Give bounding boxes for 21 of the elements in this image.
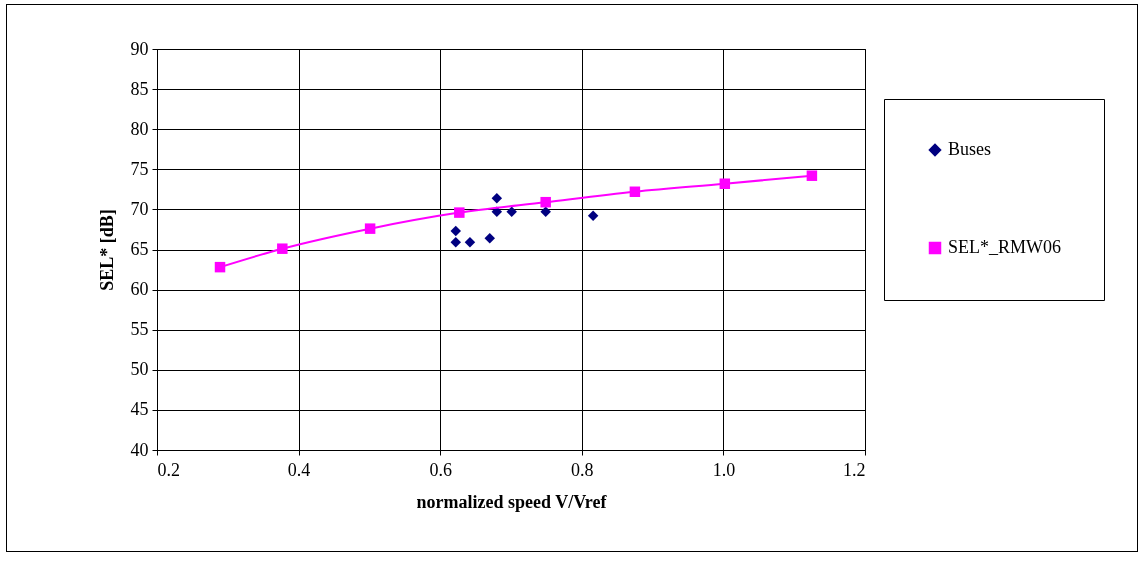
x-tick-label: 1.2	[843, 459, 866, 480]
legend-label: Buses	[948, 139, 992, 159]
y-axis-title: SEL* [dB]	[96, 209, 117, 291]
legend-label: SEL*_RMW06	[948, 237, 1062, 257]
y-tick-label: 75	[130, 158, 149, 179]
y-tick-label: 70	[130, 198, 149, 219]
x-tick-label: 0.8	[571, 459, 594, 480]
y-tick-label: 65	[130, 239, 149, 259]
y-tick-label: 60	[130, 279, 149, 300]
y-tick-label: 55	[130, 319, 149, 340]
y-tick-label: 50	[130, 359, 149, 380]
y-tick-label: 85	[130, 78, 149, 99]
y-tick-label: 90	[130, 38, 149, 59]
y-tick-label: 40	[130, 439, 149, 460]
x-axis-title: normalized speed V/Vref	[416, 491, 608, 512]
x-tick-label: 0.6	[429, 459, 452, 480]
x-tick-label: 0.2	[157, 459, 180, 480]
x-tick-label: 1.0	[712, 459, 736, 480]
y-tick-label: 45	[130, 399, 149, 420]
y-tick-label: 80	[130, 118, 149, 139]
x-tick-label: 0.4	[287, 459, 311, 480]
